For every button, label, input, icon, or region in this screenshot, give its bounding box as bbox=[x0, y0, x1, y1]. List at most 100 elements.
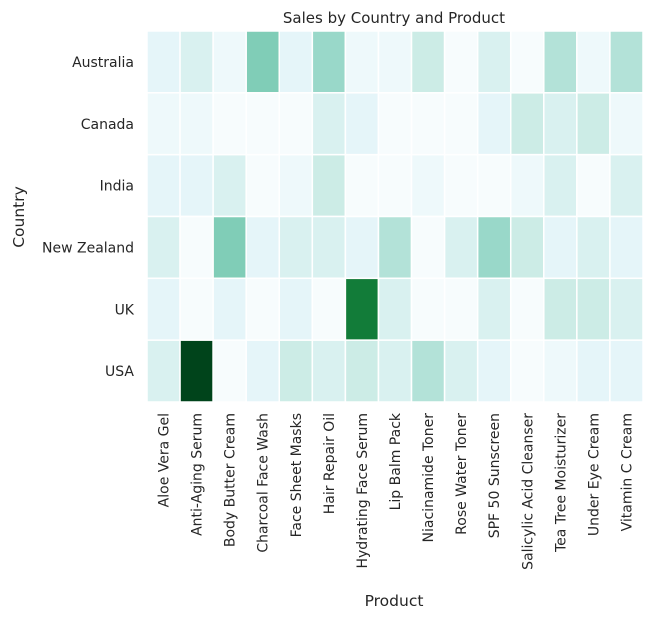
heatmap-cell bbox=[212, 30, 247, 94]
heatmap-cell bbox=[212, 92, 247, 156]
heatmap-cell bbox=[509, 339, 545, 403]
heatmap-cell bbox=[278, 339, 314, 403]
heatmap-cell bbox=[609, 277, 644, 341]
heatmap-cell bbox=[476, 215, 512, 280]
heatmap-cell bbox=[245, 30, 281, 94]
heatmap-cell bbox=[311, 30, 347, 94]
heatmap-cell bbox=[377, 92, 413, 156]
heatmap-cell bbox=[245, 215, 281, 280]
heatmap-cell bbox=[410, 92, 446, 156]
heatmap-cell bbox=[344, 277, 380, 341]
chart-title: Sales by Country and Product bbox=[283, 9, 505, 27]
heatmap-cell bbox=[311, 215, 347, 280]
heatmap-cell bbox=[179, 339, 214, 403]
x-tick-label: Salicylic Acid Cleanser bbox=[520, 413, 536, 570]
heatmap-cell bbox=[476, 30, 512, 94]
heatmap-cell bbox=[576, 339, 611, 403]
heatmap-cell bbox=[146, 92, 181, 156]
x-tick-label: Anti-Aging Serum bbox=[190, 413, 206, 536]
heatmap-cell bbox=[576, 30, 611, 94]
heatmap-cell bbox=[476, 277, 512, 341]
x-tick-label: Under Eye Cream bbox=[586, 413, 602, 536]
x-tick-label: Vitamin C Cream bbox=[619, 413, 635, 531]
heatmap-cell bbox=[377, 339, 413, 403]
heatmap-cell bbox=[278, 277, 314, 341]
heatmap-cell bbox=[576, 277, 611, 341]
x-tick-label: Tea Tree Moisturizer bbox=[553, 413, 569, 553]
x-tick-label: Charcoal Face Wash bbox=[256, 413, 272, 553]
x-tick-label: Hydrating Face Serum bbox=[355, 413, 371, 569]
heatmap-cell bbox=[377, 277, 413, 341]
heatmap-cell bbox=[311, 153, 347, 218]
heatmap-cell bbox=[344, 339, 380, 403]
heatmap-cell bbox=[443, 30, 479, 94]
x-tick-label: Rose Water Toner bbox=[454, 413, 470, 535]
heatmap-cell bbox=[146, 215, 181, 280]
heatmap-cell bbox=[543, 339, 578, 403]
heatmap-cell bbox=[443, 339, 479, 403]
heatmap-cell bbox=[476, 339, 512, 403]
heatmap-cell bbox=[212, 277, 247, 341]
heatmap-cell bbox=[245, 339, 281, 403]
heatmap-cell bbox=[311, 92, 347, 156]
heatmap-cell bbox=[543, 153, 578, 218]
heatmap-cell bbox=[509, 277, 545, 341]
y-tick-label: USA bbox=[105, 364, 134, 380]
heatmap-cell bbox=[146, 153, 181, 218]
heatmap-cell bbox=[509, 215, 545, 280]
heatmap-cell bbox=[543, 92, 578, 156]
x-tick-label: Aloe Vera Gel bbox=[157, 413, 173, 507]
heatmap-cell bbox=[476, 92, 512, 156]
x-tick-label: Body Butter Cream bbox=[223, 413, 239, 547]
heatmap-cell bbox=[344, 153, 380, 218]
x-tick-label: Face Sheet Masks bbox=[289, 413, 305, 537]
heatmap-cell bbox=[377, 30, 413, 94]
heatmap-cell bbox=[245, 153, 281, 218]
heatmap-cell bbox=[509, 30, 545, 94]
heatmap-cell bbox=[179, 215, 214, 280]
heatmap-cell bbox=[278, 215, 314, 280]
x-tick-labels: Aloe Vera Gel Anti-Aging Serum Body Butter… bbox=[157, 412, 636, 570]
heatmap-cell bbox=[278, 92, 314, 156]
heatmap-cell bbox=[245, 277, 281, 341]
heatmap-cell bbox=[212, 153, 247, 218]
heatmap-cell bbox=[311, 277, 347, 341]
heatmap-cell bbox=[146, 30, 181, 94]
x-tick-label: Lip Balm Pack bbox=[388, 412, 404, 510]
y-tick-label: New Zealand bbox=[42, 240, 134, 256]
heatmap-cell bbox=[609, 153, 644, 218]
x-tick-label: SPF 50 Sunscreen bbox=[487, 413, 503, 538]
heatmap-cell bbox=[443, 153, 479, 218]
y-axis-label: Country bbox=[10, 186, 28, 248]
heatmap-cell bbox=[443, 215, 479, 280]
x-axis-label: Product bbox=[365, 592, 424, 610]
y-tick-label: UK bbox=[115, 302, 135, 318]
heatmap-cell bbox=[543, 30, 578, 94]
heatmap-cell bbox=[443, 92, 479, 156]
heatmap-cell bbox=[509, 153, 545, 218]
heatmap-cell bbox=[146, 277, 181, 341]
y-tick-label: India bbox=[100, 179, 134, 195]
heatmap-cell bbox=[509, 92, 545, 156]
heatmap-cell bbox=[179, 153, 214, 218]
heatmap-cell bbox=[410, 153, 446, 218]
heatmap-cell bbox=[576, 153, 611, 218]
heatmap-cell bbox=[311, 339, 347, 403]
heatmap-cell bbox=[179, 277, 214, 341]
heatmap-cell bbox=[278, 153, 314, 218]
heatmap-cell bbox=[609, 215, 644, 280]
heatmap-cell bbox=[212, 339, 247, 403]
y-tick-label: Australia bbox=[72, 55, 134, 71]
y-tick-labels: Australia Canada India New Zealand UK USA bbox=[42, 55, 135, 380]
heatmap-cell bbox=[609, 92, 644, 156]
heatmap-cell bbox=[179, 92, 214, 156]
heatmap-cell bbox=[410, 215, 446, 280]
heatmap-cell bbox=[377, 215, 413, 280]
heatmap-cell bbox=[576, 92, 611, 156]
heatmap-cell bbox=[410, 277, 446, 341]
heatmap-cell bbox=[344, 30, 380, 94]
heatmap-cell bbox=[245, 92, 281, 156]
heatmap-cell bbox=[576, 215, 611, 280]
heatmap-cell bbox=[344, 215, 380, 280]
